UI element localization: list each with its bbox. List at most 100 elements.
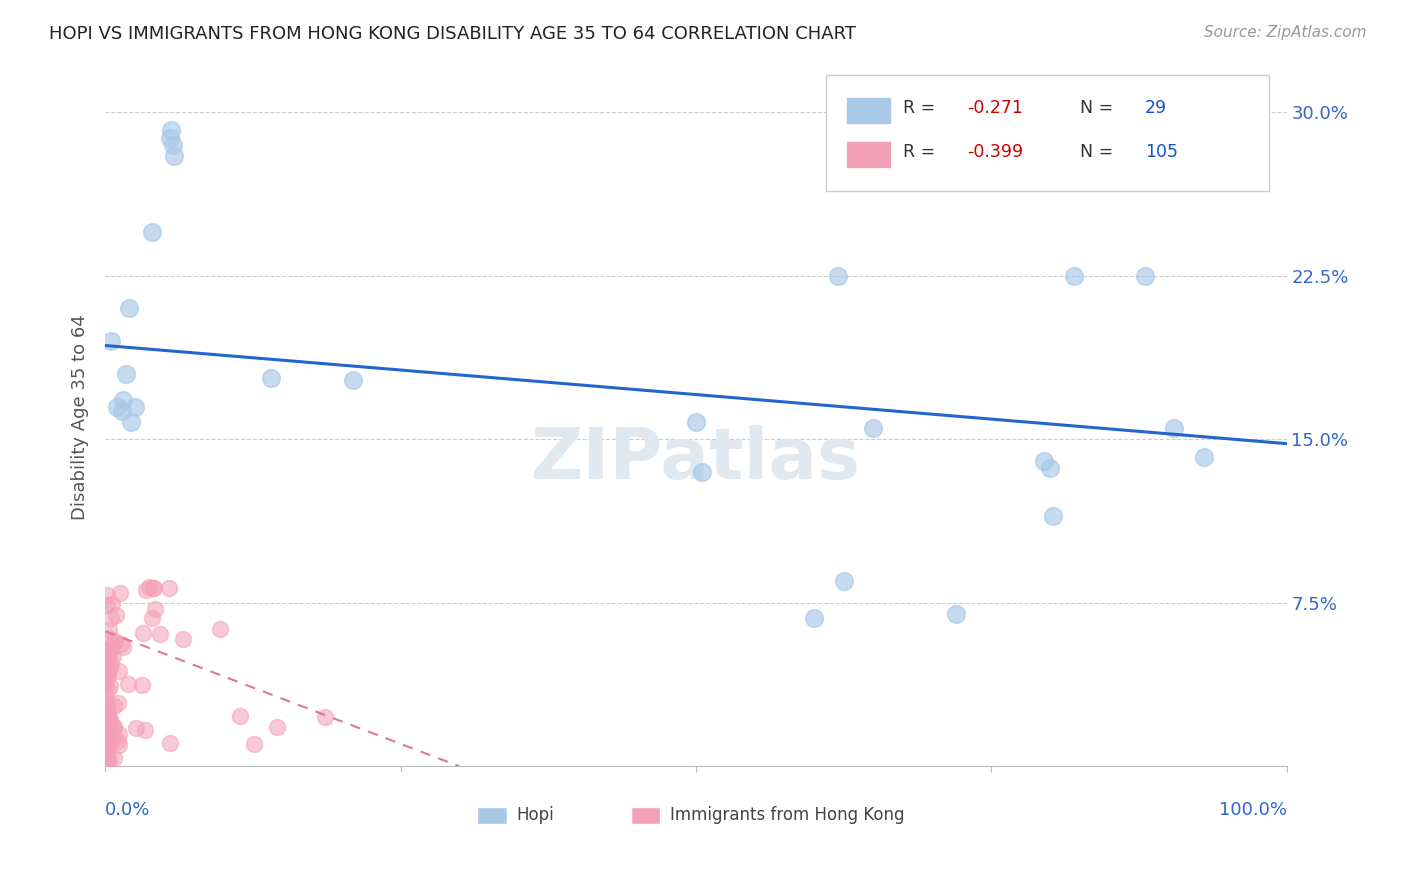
Point xyxy=(94,652,117,666)
Point xyxy=(163,149,186,163)
Point xyxy=(97,644,120,658)
Point xyxy=(1033,454,1056,468)
FancyBboxPatch shape xyxy=(846,141,891,168)
Point xyxy=(94,724,117,739)
Point xyxy=(94,677,117,691)
Text: Immigrants from Hong Kong: Immigrants from Hong Kong xyxy=(669,806,904,824)
Point xyxy=(1163,421,1185,435)
Point xyxy=(134,723,156,737)
Point xyxy=(108,586,131,600)
Point xyxy=(96,758,118,772)
Point xyxy=(105,400,128,414)
Point xyxy=(103,720,125,734)
Point xyxy=(96,698,118,713)
Point xyxy=(97,745,120,759)
Y-axis label: Disability Age 35 to 64: Disability Age 35 to 64 xyxy=(72,315,89,520)
Point xyxy=(342,373,364,387)
Point xyxy=(111,392,134,407)
Text: Source: ZipAtlas.com: Source: ZipAtlas.com xyxy=(1204,25,1367,40)
Point xyxy=(97,706,120,721)
Point xyxy=(94,750,117,764)
Text: N =: N = xyxy=(1080,99,1114,118)
Point xyxy=(100,334,122,348)
Point xyxy=(131,678,153,692)
Point xyxy=(94,695,117,709)
Point xyxy=(97,623,120,637)
Point xyxy=(103,699,125,714)
Text: R =: R = xyxy=(903,99,935,118)
Point xyxy=(945,607,967,621)
Point xyxy=(97,720,120,734)
Point xyxy=(105,607,128,622)
Point xyxy=(132,625,155,640)
Point xyxy=(94,740,117,755)
Point xyxy=(97,723,120,738)
Point xyxy=(97,643,120,657)
Point xyxy=(690,465,713,479)
Text: Hopi: Hopi xyxy=(516,806,554,824)
Point xyxy=(97,753,120,767)
FancyBboxPatch shape xyxy=(846,97,891,124)
Point xyxy=(108,665,131,679)
Point xyxy=(1133,268,1156,283)
Point xyxy=(115,367,138,381)
Point xyxy=(97,648,120,662)
Point xyxy=(101,729,124,743)
Point xyxy=(97,663,120,677)
Point xyxy=(96,719,118,733)
Point xyxy=(96,721,118,735)
Point xyxy=(862,421,884,435)
Point xyxy=(229,709,252,723)
Point xyxy=(1039,460,1062,475)
Point xyxy=(103,751,125,765)
Point xyxy=(157,581,180,595)
Point xyxy=(142,581,165,595)
Point xyxy=(96,656,118,670)
Point xyxy=(1042,508,1064,523)
Point xyxy=(111,640,134,654)
Point xyxy=(100,714,122,729)
Point xyxy=(96,732,118,747)
Point xyxy=(118,301,141,316)
Point xyxy=(172,632,194,646)
Point xyxy=(266,720,288,734)
Point xyxy=(259,371,281,385)
Point xyxy=(94,663,117,677)
Point xyxy=(94,697,117,711)
Point xyxy=(827,268,849,283)
Point xyxy=(120,415,142,429)
Point xyxy=(96,725,118,739)
Point xyxy=(141,225,163,239)
Point xyxy=(138,581,160,595)
Point xyxy=(97,737,120,751)
Point xyxy=(94,646,117,660)
Point xyxy=(97,756,120,771)
Point xyxy=(96,721,118,735)
Text: ZIPatlas: ZIPatlas xyxy=(531,425,860,494)
Point xyxy=(97,663,120,677)
Point xyxy=(94,672,117,686)
Point xyxy=(100,640,122,655)
Point xyxy=(208,622,231,636)
Point xyxy=(96,717,118,731)
Point xyxy=(96,588,118,602)
Point xyxy=(96,729,118,743)
Text: 100.0%: 100.0% xyxy=(1219,801,1286,819)
Point xyxy=(98,736,121,750)
Point xyxy=(159,736,181,750)
Point xyxy=(96,663,118,677)
Point xyxy=(832,574,855,588)
FancyBboxPatch shape xyxy=(631,807,661,824)
Text: 105: 105 xyxy=(1144,144,1178,161)
Point xyxy=(94,656,117,670)
Point xyxy=(96,746,118,760)
Point xyxy=(96,712,118,726)
Point xyxy=(149,627,172,641)
Point xyxy=(124,400,146,414)
Point xyxy=(94,732,117,747)
Point xyxy=(97,710,120,724)
Point xyxy=(96,753,118,767)
Point xyxy=(96,656,118,670)
Point xyxy=(96,708,118,723)
Point xyxy=(96,661,118,675)
